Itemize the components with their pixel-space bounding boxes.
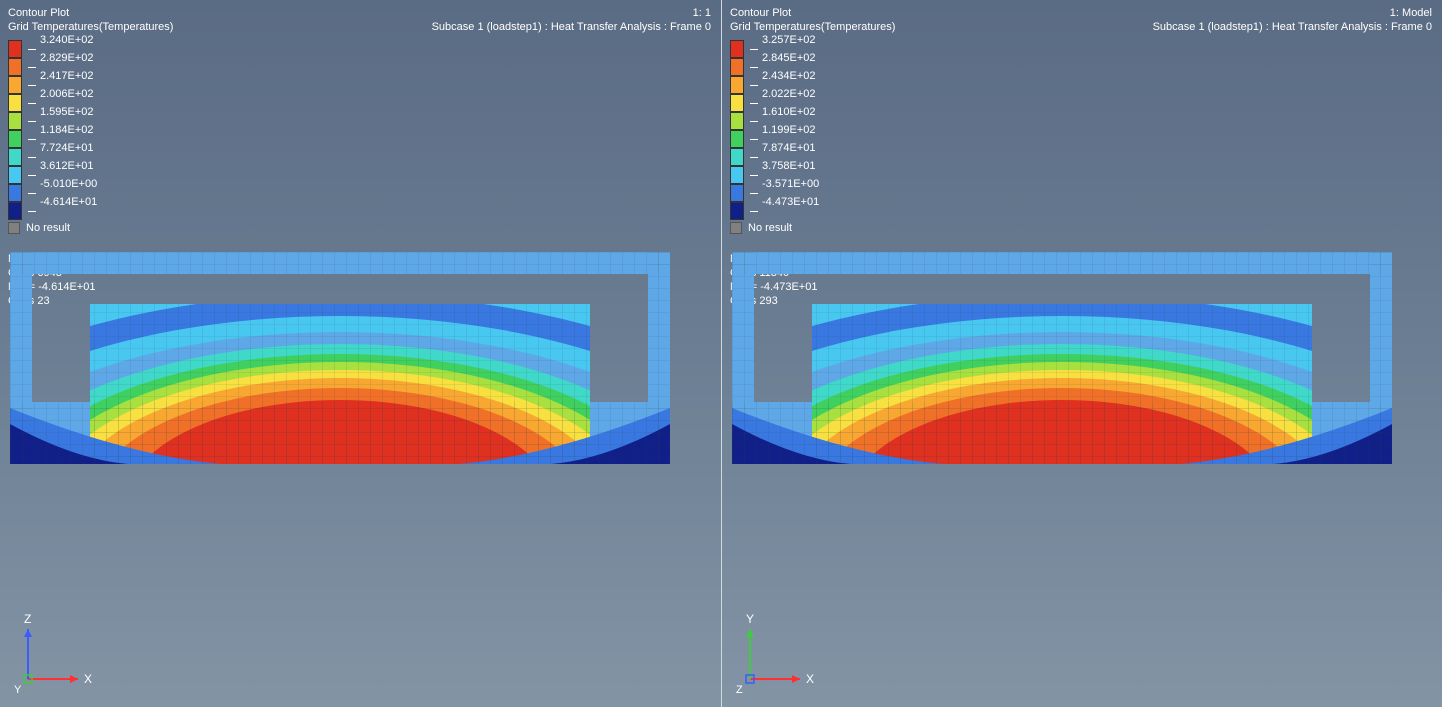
result-type-label: Grid Temperatures(Temperatures) bbox=[8, 20, 173, 34]
legend-value: 2.434E+02 bbox=[762, 70, 816, 82]
panel-title-block: Contour Plot Grid Temperatures(Temperatu… bbox=[8, 6, 173, 34]
legend-value: 7.724E+01 bbox=[40, 142, 94, 154]
panel-title-block: Contour Plot Grid Temperatures(Temperatu… bbox=[730, 6, 895, 34]
svg-text:Z: Z bbox=[736, 684, 743, 696]
legend-tick bbox=[28, 157, 36, 158]
svg-text:Y: Y bbox=[746, 612, 754, 626]
legend-tick bbox=[28, 49, 36, 50]
legend-swatch bbox=[730, 58, 744, 76]
legend-tick bbox=[750, 211, 758, 212]
contour-legend[interactable]: 3.257E+022.845E+022.434E+022.022E+021.61… bbox=[730, 40, 819, 234]
legend-swatch bbox=[8, 148, 22, 166]
legend-value: 3.758E+01 bbox=[762, 160, 816, 172]
legend-tick bbox=[750, 67, 758, 68]
legend-value: 1.199E+02 bbox=[762, 124, 816, 136]
axis-triad[interactable]: X Z Y bbox=[10, 607, 100, 697]
result-type-label: Grid Temperatures(Temperatures) bbox=[730, 20, 895, 34]
subcase-label: Subcase 1 (loadstep1) : Heat Transfer An… bbox=[1153, 20, 1432, 34]
legend-value: 2.829E+02 bbox=[40, 52, 94, 64]
legend-tick bbox=[28, 193, 36, 194]
contour-legend[interactable]: 3.240E+022.829E+022.417E+022.006E+021.59… bbox=[8, 40, 97, 234]
legend-swatch bbox=[730, 112, 744, 130]
plot-type-label: Contour Plot bbox=[8, 6, 173, 20]
legend-tick bbox=[28, 85, 36, 86]
legend-value: 2.417E+02 bbox=[40, 70, 94, 82]
legend-swatch bbox=[8, 40, 22, 58]
legend-swatch bbox=[8, 112, 22, 130]
legend-swatch bbox=[8, 166, 22, 184]
svg-text:Y: Y bbox=[14, 684, 22, 696]
legend-tick bbox=[28, 121, 36, 122]
subcase-label: Subcase 1 (loadstep1) : Heat Transfer An… bbox=[432, 20, 711, 34]
window-id-label: 1: Model bbox=[1153, 6, 1432, 20]
no-result-label: No result bbox=[26, 222, 70, 234]
legend-tick bbox=[28, 103, 36, 104]
panel-info-block: 1: 1 Subcase 1 (loadstep1) : Heat Transf… bbox=[432, 6, 711, 34]
no-result-swatch bbox=[8, 222, 20, 234]
no-result-label: No result bbox=[748, 222, 792, 234]
legend-value: 3.240E+02 bbox=[40, 34, 94, 46]
legend-tick bbox=[750, 157, 758, 158]
legend-value: 2.845E+02 bbox=[762, 52, 816, 64]
legend-swatch bbox=[8, 202, 22, 220]
legend-swatch bbox=[8, 76, 22, 94]
window-id-label: 1: 1 bbox=[432, 6, 711, 20]
no-result-entry: No result bbox=[730, 222, 819, 234]
legend-value: 3.612E+01 bbox=[40, 160, 94, 172]
legend-tick bbox=[28, 139, 36, 140]
legend-value: -3.571E+00 bbox=[762, 178, 819, 190]
svg-text:X: X bbox=[84, 672, 92, 686]
viewport-panel-left[interactable]: Contour Plot Grid Temperatures(Temperatu… bbox=[0, 0, 721, 707]
legend-swatch bbox=[730, 94, 744, 112]
legend-value: -4.614E+01 bbox=[40, 196, 97, 208]
legend-tick bbox=[750, 139, 758, 140]
legend-tick bbox=[28, 67, 36, 68]
legend-value: 7.874E+01 bbox=[762, 142, 816, 154]
legend-swatch bbox=[730, 148, 744, 166]
legend-entry: -4.473E+01 bbox=[730, 202, 819, 220]
legend-tick bbox=[750, 121, 758, 122]
legend-tick bbox=[750, 175, 758, 176]
legend-swatch bbox=[730, 130, 744, 148]
legend-value: 2.022E+02 bbox=[762, 88, 816, 100]
legend-swatch bbox=[730, 166, 744, 184]
legend-tick bbox=[750, 49, 758, 50]
contour-plot-canvas[interactable] bbox=[10, 252, 670, 464]
legend-swatch bbox=[730, 202, 744, 220]
legend-tick bbox=[750, 85, 758, 86]
no-result-swatch bbox=[730, 222, 742, 234]
legend-value: 3.257E+02 bbox=[762, 34, 816, 46]
viewport-panel-right[interactable]: Contour Plot Grid Temperatures(Temperatu… bbox=[721, 0, 1442, 707]
legend-tick bbox=[750, 193, 758, 194]
legend-entry: -4.614E+01 bbox=[8, 202, 97, 220]
legend-swatch bbox=[8, 94, 22, 112]
legend-swatch bbox=[730, 40, 744, 58]
legend-value: 1.595E+02 bbox=[40, 106, 94, 118]
legend-tick bbox=[750, 103, 758, 104]
legend-value: -4.473E+01 bbox=[762, 196, 819, 208]
svg-text:Z: Z bbox=[24, 612, 31, 626]
legend-swatch bbox=[730, 76, 744, 94]
legend-swatch bbox=[8, 184, 22, 202]
contour-plot-canvas[interactable] bbox=[732, 252, 1392, 464]
no-result-entry: No result bbox=[8, 222, 97, 234]
plot-type-label: Contour Plot bbox=[730, 6, 895, 20]
legend-tick bbox=[28, 211, 36, 212]
legend-tick bbox=[28, 175, 36, 176]
legend-swatch bbox=[8, 58, 22, 76]
legend-swatch bbox=[8, 130, 22, 148]
axis-triad[interactable]: X Y Z bbox=[732, 607, 822, 697]
legend-value: 1.610E+02 bbox=[762, 106, 816, 118]
panel-info-block: 1: Model Subcase 1 (loadstep1) : Heat Tr… bbox=[1153, 6, 1432, 34]
svg-text:X: X bbox=[806, 672, 814, 686]
legend-value: 2.006E+02 bbox=[40, 88, 94, 100]
legend-value: 1.184E+02 bbox=[40, 124, 94, 136]
legend-swatch bbox=[730, 184, 744, 202]
legend-value: -5.010E+00 bbox=[40, 178, 97, 190]
